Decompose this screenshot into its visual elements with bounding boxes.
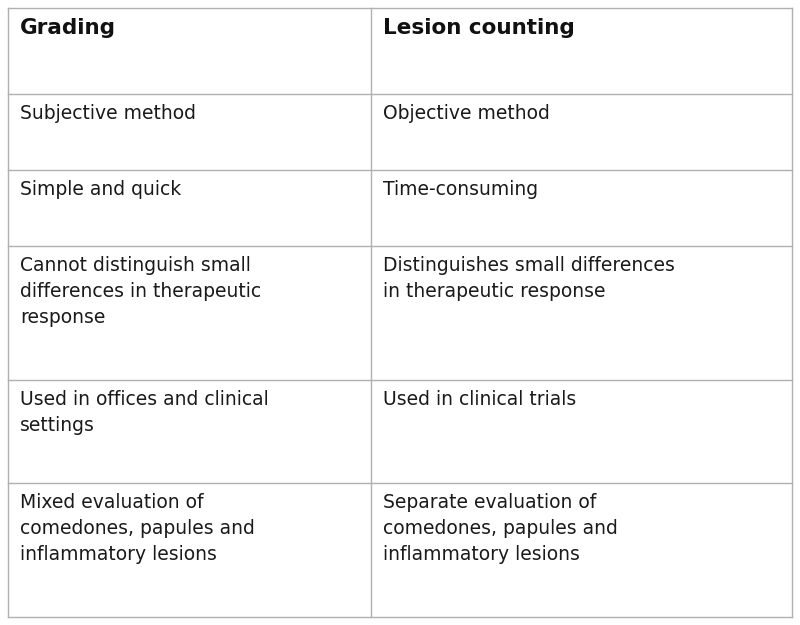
Text: Lesion counting: Lesion counting — [383, 18, 574, 38]
Text: Used in clinical trials: Used in clinical trials — [383, 390, 576, 409]
Text: Time-consuming: Time-consuming — [383, 180, 538, 199]
Text: Subjective method: Subjective method — [20, 104, 196, 123]
Text: Cannot distinguish small
differences in therapeutic
response: Cannot distinguish small differences in … — [20, 256, 261, 327]
Text: Grading: Grading — [20, 18, 116, 38]
Text: Used in offices and clinical
settings: Used in offices and clinical settings — [20, 390, 269, 434]
Text: Objective method: Objective method — [383, 104, 550, 123]
Text: Separate evaluation of
comedones, papules and
inflammatory lesions: Separate evaluation of comedones, papule… — [383, 493, 618, 564]
Text: Distinguishes small differences
in therapeutic response: Distinguishes small differences in thera… — [383, 256, 675, 301]
Text: Mixed evaluation of
comedones, papules and
inflammatory lesions: Mixed evaluation of comedones, papules a… — [20, 493, 255, 564]
Text: Simple and quick: Simple and quick — [20, 180, 182, 199]
